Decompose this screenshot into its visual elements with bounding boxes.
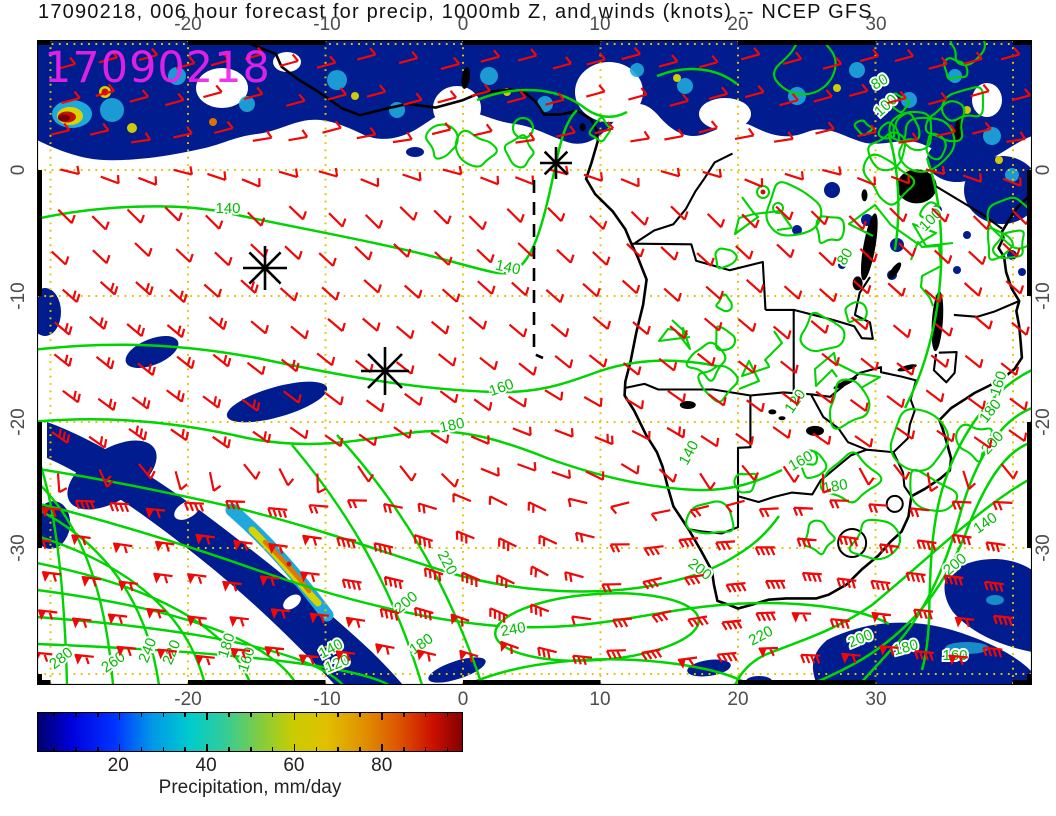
colorbar-tick (315, 747, 318, 751)
lat-tick-label: 0 (8, 164, 29, 176)
colorbar-tick (228, 713, 230, 717)
lon-tick-label: 10 (589, 689, 611, 710)
storm-marker (540, 147, 572, 179)
contour-label: 160 (987, 369, 1011, 398)
lon-tick-label: 30 (865, 689, 887, 710)
colorbar-tick (271, 747, 274, 751)
contour-label: 160 (487, 376, 516, 401)
colorbar-tick (337, 747, 339, 751)
lon-tick-label: -10 (313, 689, 341, 710)
colorbar-tick (293, 713, 296, 720)
colorbar-tick (162, 747, 165, 751)
colorbar-tick-label: 60 (283, 755, 305, 776)
colorbar-tick (206, 744, 208, 751)
colorbar-tick (446, 747, 449, 751)
colorbar-tick (53, 713, 55, 717)
colorbar-tick (446, 713, 449, 717)
colorbar-tick (206, 713, 208, 720)
colorbar-tick-label: 40 (195, 755, 217, 776)
colorbar-tick (118, 713, 121, 720)
lon-tick-label: 20 (727, 689, 749, 710)
colorbar-tick (359, 747, 361, 751)
contour-label: 140 (676, 438, 703, 468)
lon-tick-label: 10 (589, 14, 611, 35)
colorbar-tick (424, 747, 427, 751)
colorbar-caption: Precipitation, mm/day (158, 777, 342, 798)
lat-tick-label: 0 (1033, 164, 1054, 176)
contour-label: 240 (135, 636, 160, 666)
colorbar-tick-label: 20 (107, 755, 129, 776)
lat-tick-label: -30 (8, 534, 29, 562)
colorbar-tick (228, 747, 230, 751)
track-dashed-line (532, 180, 544, 360)
colorbar-tick-label: 80 (371, 755, 393, 776)
lon-tick-label: 20 (727, 14, 749, 35)
precipitation-colorbar (37, 712, 463, 752)
colorbar-tick (271, 713, 274, 717)
date-stamp: 17090218 (44, 43, 271, 93)
coastline-layer (240, 40, 1032, 610)
map-frame (37, 40, 1032, 685)
colorbar-tick (424, 713, 427, 717)
colorbar-tick (140, 713, 143, 717)
lon-tick-label: -10 (313, 14, 341, 35)
colorbar-tick (381, 713, 383, 720)
contour-label: 200 (685, 555, 715, 584)
lon-tick-label: 30 (865, 14, 887, 35)
lat-tick-label: -20 (8, 408, 29, 436)
lat-tick-label: -10 (8, 282, 29, 310)
colorbar-tick (53, 747, 55, 751)
colorbar-tick (97, 747, 99, 751)
marker-layer (243, 147, 572, 395)
wind-barb-layer (37, 46, 1032, 669)
contour-label: 180 (821, 476, 849, 497)
forecast-map: 17090218 140 140 160 180 200 220 240 280 260 240 2… (37, 40, 1032, 685)
colorbar-tick (403, 713, 405, 717)
lat-tick-label: -30 (1033, 534, 1054, 562)
colorbar-tick (118, 744, 121, 751)
colorbar-tick (381, 744, 383, 751)
colorbar-tick (250, 747, 252, 751)
colorbar-tick (140, 747, 143, 751)
lon-tick-label: 0 (457, 689, 469, 710)
colorbar-tick (184, 747, 186, 751)
storm-marker (361, 347, 409, 395)
colorbar-tick (75, 713, 77, 717)
lon-tick-label: -20 (174, 689, 202, 710)
contour-label: 140 (494, 257, 522, 279)
colorbar-tick (75, 747, 77, 751)
contour-label: 120 (781, 386, 809, 416)
contour-label: 220 (746, 623, 776, 650)
colorbar-tick (293, 744, 296, 751)
colorbar-tick (184, 713, 186, 717)
storm-marker (243, 246, 287, 290)
colorbar-tick (359, 713, 361, 717)
lat-tick-label: -20 (1033, 408, 1054, 436)
colorbar-tick (162, 713, 165, 717)
chart-title: 17090218, 006 hour forecast for precip, … (38, 1, 873, 23)
colorbar-tick (337, 713, 339, 717)
colorbar-tick (403, 747, 405, 751)
contour-label: 80 (834, 245, 857, 268)
colorbar-tick (250, 713, 252, 717)
contour-label: 260 (98, 648, 128, 676)
lon-tick-label: 0 (457, 14, 469, 35)
lon-tick-label: -20 (174, 14, 202, 35)
contour-label: 140 (215, 200, 240, 217)
colorbar-tick (315, 713, 318, 717)
lat-tick-label: -10 (1033, 282, 1054, 310)
colorbar-tick (97, 713, 99, 717)
